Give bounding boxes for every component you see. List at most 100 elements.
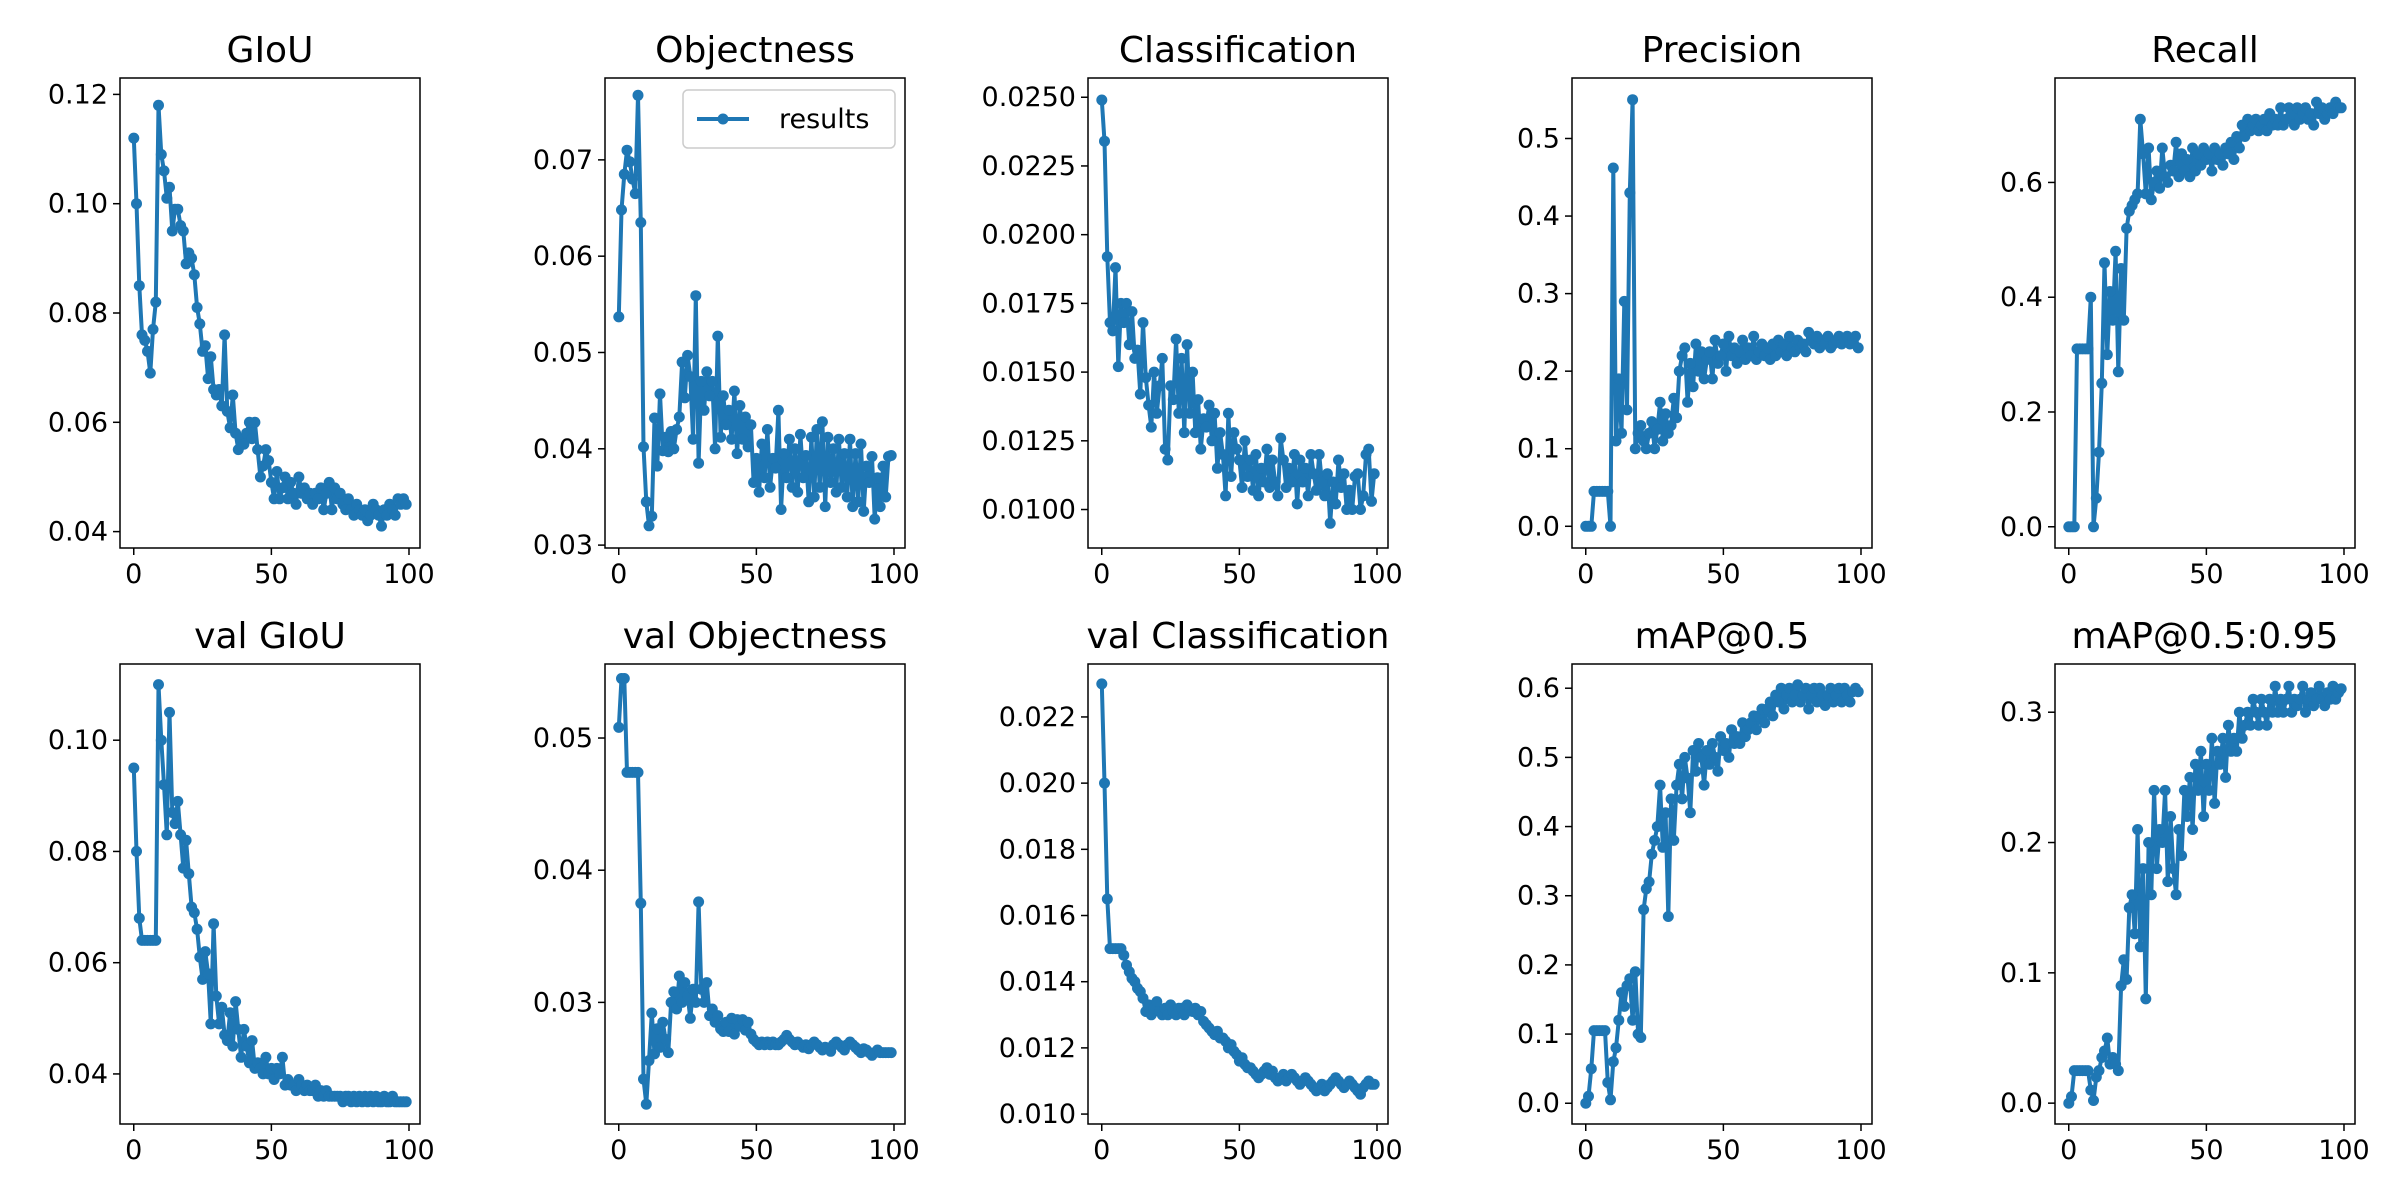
data-point [1335,482,1347,493]
data-point [1327,476,1339,488]
data-point [852,496,864,508]
data-point [2110,245,2122,257]
data-point [1126,306,1138,318]
series-line-results [131,682,407,1104]
data-point [2143,837,2155,848]
data-point [246,1035,258,1047]
data-point [1269,476,1281,488]
data-point [1682,772,1694,784]
data-point [249,416,261,428]
data-point [2203,784,2215,796]
data-point [1355,504,1366,515]
data-point [131,845,142,857]
data-point [153,679,164,691]
data-point [712,330,724,342]
data-point [638,441,649,453]
data-point [1338,468,1350,480]
data-point [1137,317,1149,329]
data-point [662,1047,674,1059]
data-point [618,673,630,684]
y-tick-label: 0.0175 [982,288,1076,319]
data-point [1621,404,1633,416]
data-point [1231,443,1243,455]
data-point [290,498,302,510]
data-point [1704,346,1716,358]
panel-val_classification: val Classification 0 50 100 0.010 0.012 0.014 0… [999,616,1403,1166]
data-point [1178,427,1190,439]
panel-val_giou: val GIoU 0 50 100 0.04 0.06 0.08 0.10 [48,616,435,1166]
data-point [2264,693,2276,705]
data-point [811,424,823,435]
data-point [629,188,641,200]
data-point [728,1028,740,1040]
data-point [1715,350,1727,362]
data-point [318,504,330,516]
data-point [1255,462,1267,474]
data-point [2099,257,2110,269]
data-point [2093,446,2105,458]
panel-title: val GIoU [194,616,346,657]
data-point [764,481,776,493]
data-point [342,493,354,505]
data-point [1624,187,1636,199]
data-point [657,1016,669,1028]
data-point [1134,388,1146,400]
data-point [649,412,660,424]
data-point [671,424,683,435]
panel-map0595: mAP@0.5:0.95 0 50 100 0.0 0.1 0.2 0.3 [2000,616,2370,1166]
data-point [2082,343,2094,355]
data-point [1649,834,1661,846]
data-point [1583,1090,1594,1102]
data-point [1585,1063,1597,1075]
data-point [756,438,768,450]
y-tick-label: 0.0200 [982,220,1076,251]
data-point [2214,758,2226,770]
data-point [690,996,702,1008]
data-point [2244,719,2256,731]
data-point [660,1033,672,1045]
data-point [1654,396,1666,408]
data-point [1720,738,1732,749]
data-point [1734,346,1746,358]
data-point [1275,432,1287,444]
data-point [1706,738,1718,749]
data-point [2305,108,2317,120]
data-point [1214,427,1226,439]
data-point [698,996,710,1008]
data-point [180,834,192,846]
data-point [205,351,217,363]
data-point [668,986,680,998]
data-point [2154,182,2166,194]
data-point [2308,119,2320,131]
data-point [2280,693,2292,705]
panel-objectness: Objectness 0 50 100 0.03 0.04 0.05 0.06 0.07 resu… [533,30,920,590]
data-point [753,486,765,498]
data-point [186,252,198,264]
data-point [164,181,175,193]
data-point [161,192,173,204]
data-point [2156,837,2168,848]
axes-frame [2054,77,2356,549]
y-tick-label: 0.6 [2000,167,2043,198]
data-point [1616,427,1627,439]
data-point [1850,330,1861,342]
data-point [1665,793,1677,805]
data-point [2231,745,2243,757]
y-tick-label: 0.06 [48,948,108,979]
data-point [2181,811,2193,822]
series-line-results [1099,683,1375,1097]
data-point [1192,394,1204,406]
data-point [841,491,853,503]
data-point [1651,821,1663,833]
data-point [836,481,848,493]
y-tick-label: 0.06 [533,241,593,272]
data-point [2156,142,2168,154]
x-tick-label: 0 [1577,1135,1594,1166]
data-point [1657,435,1669,447]
data-point [624,156,636,168]
data-point [202,968,214,980]
data-point [2121,973,2133,985]
x-tick-label: 0 [125,1135,142,1166]
y-tick-label: 0.03 [533,530,593,561]
